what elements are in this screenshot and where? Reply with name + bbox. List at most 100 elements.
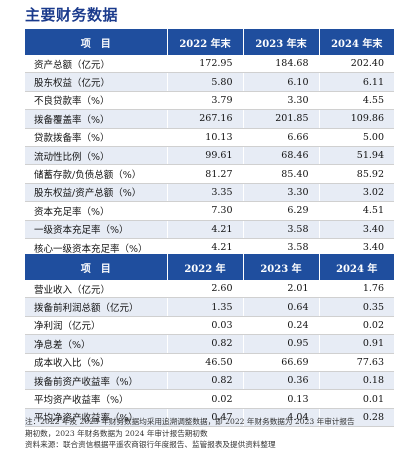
cell-value: 85.40: [242, 164, 319, 184]
cell-value: 172.95: [166, 55, 243, 74]
cell-value: 4.21: [166, 220, 243, 239]
table-row: 贷款拨备率（%） 10.13 6.66 5.00: [25, 128, 394, 147]
cell-value: 68.46: [242, 146, 319, 166]
cell-value: 6.29: [242, 201, 319, 221]
row-label: 成本收入比（%）: [25, 353, 167, 372]
row-label: 拨备前资产收益率（%）: [25, 371, 167, 391]
cell-value: 0.82: [166, 334, 243, 354]
table-row: 营业收入（亿元） 2.60 2.01 1.76: [25, 280, 394, 299]
table-row: 拨备前利润总额（亿元） 1.35 0.64 0.35: [25, 297, 394, 317]
balance-sheet-table: 项 目 2022 年末 2023 年末 2024 年末 资产总额（亿元） 172.…: [25, 29, 394, 258]
cell-value: 5.00: [318, 128, 394, 147]
cell-value: 0.01: [318, 389, 394, 409]
row-label: 平均净资产收益率（%）: [25, 408, 167, 428]
cell-value: 0.28: [318, 408, 394, 428]
cell-value: 7.30: [166, 201, 243, 221]
cell-value: 0.35: [318, 297, 394, 317]
cell-value: 66.69: [242, 353, 319, 372]
table-header-row: 项 目 2022 年 2023 年 2024 年: [25, 254, 394, 280]
table-row: 不良贷款率（%） 3.79 3.30 4.55: [25, 91, 394, 111]
footnote: 注：2022 年及 2023 年财务数据均采用追溯调整数据，即 2022 年财务…: [25, 416, 394, 451]
column-header-2022: 2022 年末: [166, 29, 243, 55]
table-row: 股东权益/资产总额（%） 3.35 3.30 3.02: [25, 183, 394, 203]
cell-value: 3.35: [166, 183, 243, 203]
row-label: 资产总额（亿元）: [25, 55, 167, 74]
table-row: 拨备前资产收益率（%） 0.82 0.36 0.18: [25, 371, 394, 391]
row-label: 一级资本充足率（%）: [25, 220, 167, 239]
row-label: 拨备前利润总额（亿元）: [25, 297, 167, 317]
cell-value: 0.47: [166, 408, 243, 428]
cell-value: 51.94: [318, 146, 394, 166]
row-label: 平均资产收益率（%）: [25, 389, 167, 409]
cell-value: 0.24: [242, 316, 319, 336]
cell-value: 3.30: [242, 91, 319, 111]
cell-value: 184.68: [242, 55, 319, 74]
column-header-2023: 2023 年: [242, 254, 319, 280]
cell-value: 6.66: [242, 128, 319, 147]
cell-value: 10.13: [166, 128, 243, 147]
table-row: 流动性比例（%） 99.61 68.46 51.94: [25, 146, 394, 166]
footnote-line: 注：2022 年及 2023 年财务数据均采用追溯调整数据，即 2022 年财务…: [25, 417, 355, 426]
cell-value: 46.50: [166, 353, 243, 372]
row-label: 拨备覆盖率（%）: [25, 109, 167, 129]
cell-value: 0.13: [242, 389, 319, 409]
column-header-2022: 2022 年: [166, 254, 243, 280]
cell-value: 4.04: [242, 408, 319, 428]
table-row: 拨备覆盖率（%） 267.16 201.85 109.86: [25, 109, 394, 129]
cell-value: 3.79: [166, 91, 243, 111]
cell-value: 99.61: [166, 146, 243, 166]
table-header-row: 项 目 2022 年末 2023 年末 2024 年末: [25, 29, 394, 55]
row-label: 储蓄存款/负债总额（%）: [25, 164, 167, 184]
table-row: 净息差（%） 0.82 0.95 0.91: [25, 334, 394, 354]
table-body: 营业收入（亿元） 2.60 2.01 1.76 拨备前利润总额（亿元） 1.35 0.64 0…: [25, 280, 394, 428]
cell-value: 0.02: [166, 389, 243, 409]
table-row: 股东权益（亿元） 5.80 6.10 6.11: [25, 72, 394, 92]
cell-value: 85.92: [318, 164, 394, 184]
cell-value: 267.16: [166, 109, 243, 129]
row-label: 贷款拨备率（%）: [25, 128, 167, 147]
table-row: 净利润（亿元） 0.03 0.24 0.02: [25, 316, 394, 336]
cell-value: 0.95: [242, 334, 319, 354]
table-row: 资产总额（亿元） 172.95 184.68 202.40: [25, 55, 394, 74]
cell-value: 201.85: [242, 109, 319, 129]
cell-value: 3.02: [318, 183, 394, 203]
cell-value: 0.02: [318, 316, 394, 336]
cell-value: 77.63: [318, 353, 394, 372]
source-note: 资料来源：联合资信根据平遥农商银行年度报告、监管报表及提供资料整理: [25, 440, 276, 449]
row-label: 资本充足率（%）: [25, 201, 167, 221]
cell-value: 202.40: [318, 55, 394, 74]
cell-value: 4.55: [318, 91, 394, 111]
income-table: 项 目 2022 年 2023 年 2024 年 营业收入（亿元） 2.60 2.0…: [25, 254, 394, 428]
table-row: 资本充足率（%） 7.30 6.29 4.51: [25, 201, 394, 221]
column-header-item: 项 目: [25, 254, 167, 280]
cell-value: 0.03: [166, 316, 243, 336]
cell-value: 0.18: [318, 371, 394, 391]
table-row: 储蓄存款/负债总额（%） 81.27 85.40 85.92: [25, 164, 394, 184]
cell-value: 6.10: [242, 72, 319, 92]
column-header-item: 项 目: [25, 29, 167, 55]
column-header-2024: 2024 年末: [318, 29, 394, 55]
cell-value: 6.11: [318, 72, 394, 92]
cell-value: 2.01: [242, 280, 319, 299]
row-label: 股东权益（亿元）: [25, 72, 167, 92]
footnote-line: 期初数，2023 年财务数据为 2024 年审计报告期初数: [25, 428, 208, 438]
row-label: 营业收入（亿元）: [25, 280, 167, 299]
cell-value: 109.86: [318, 109, 394, 129]
column-header-2024: 2024 年: [318, 254, 394, 280]
cell-value: 0.91: [318, 334, 394, 354]
row-label: 净息差（%）: [25, 334, 167, 354]
table-row: 一级资本充足率（%） 4.21 3.58 3.40: [25, 220, 394, 239]
cell-value: 0.82: [166, 371, 243, 391]
cell-value: 0.64: [242, 297, 319, 317]
row-label: 流动性比例（%）: [25, 146, 167, 166]
cell-value: 3.58: [242, 220, 319, 239]
row-label: 不良贷款率（%）: [25, 91, 167, 111]
cell-value: 2.60: [166, 280, 243, 299]
cell-value: 1.35: [166, 297, 243, 317]
cell-value: 1.76: [318, 280, 394, 299]
cell-value: 3.40: [318, 220, 394, 239]
page-title: 主要财务数据: [25, 6, 119, 24]
cell-value: 4.51: [318, 201, 394, 221]
cell-value: 3.30: [242, 183, 319, 203]
row-label: 股东权益/资产总额（%）: [25, 183, 167, 203]
